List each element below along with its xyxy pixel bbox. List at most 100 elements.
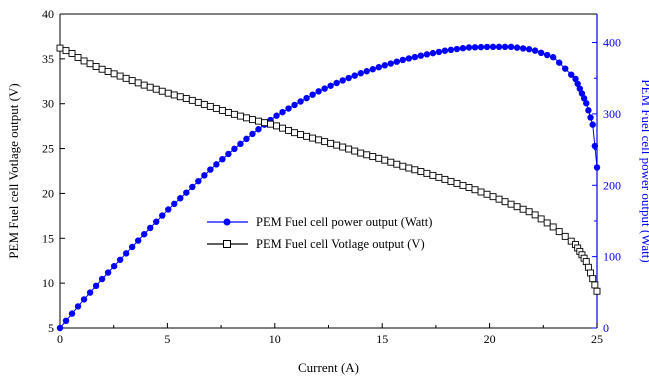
voltage-point [587, 269, 595, 277]
power-point [86, 289, 94, 296]
power-point [183, 189, 190, 196]
voltage-point [236, 112, 244, 120]
voltage-point [561, 232, 569, 240]
power-point [128, 243, 136, 251]
power-point [423, 51, 431, 58]
voltage-point [591, 281, 599, 289]
series-layer [56, 43, 601, 332]
power-point [568, 71, 575, 78]
power-point [315, 88, 322, 95]
voltage-point [128, 77, 136, 85]
power-point [116, 256, 124, 263]
voltage-point [321, 138, 329, 146]
power-point [576, 85, 584, 92]
voltage-point [56, 44, 64, 52]
power-point [213, 161, 220, 168]
power-point [363, 68, 370, 75]
y-left-tick-label: 25 [42, 142, 54, 156]
power-point [489, 43, 497, 51]
y-left-tick-label: 5 [48, 321, 54, 335]
voltage-point [489, 193, 497, 201]
power-point [291, 101, 298, 109]
voltage-point [531, 211, 539, 219]
voltage-point [339, 143, 347, 151]
power-point [593, 164, 601, 171]
y-left-tick-label: 10 [42, 276, 54, 290]
y-axis-right-title: PEM Fuel cell power output (Watt) [639, 79, 649, 262]
power-point [435, 48, 443, 56]
power-point [381, 62, 388, 69]
plot-frame [59, 13, 598, 329]
y-left-tick-label: 20 [42, 186, 54, 200]
power-point [339, 77, 346, 84]
voltage-point [363, 151, 371, 159]
voltage-point [261, 119, 268, 127]
y-axis-left: 5 10 15 20 25 30 35 40 [42, 7, 65, 335]
power-point [195, 177, 202, 185]
power-point [333, 79, 340, 87]
power-point [465, 44, 473, 51]
legend-label-voltage: PEM Fuel cell Votlage output (V) [256, 237, 425, 251]
x-tick-label: 0 [57, 332, 63, 346]
power-point [555, 59, 563, 66]
power-point [153, 218, 160, 225]
power-point [309, 91, 316, 98]
voltage-point [176, 93, 184, 101]
y-right-tick-label: 0 [603, 321, 609, 335]
voltage-point [315, 136, 323, 144]
voltage-point [273, 122, 280, 130]
voltage-point [170, 91, 178, 99]
power-point [537, 49, 545, 57]
voltage-point [495, 195, 503, 203]
power-point [141, 230, 148, 238]
power-point [357, 70, 364, 77]
power-point [591, 142, 599, 150]
power-point [189, 183, 196, 191]
voltage-point [182, 95, 190, 102]
y-axis-right: 0 100 200 300 400 [592, 36, 621, 335]
voltage-point [134, 79, 142, 87]
voltage-point [399, 162, 407, 170]
power-point [165, 206, 172, 213]
voltage-point [381, 156, 389, 164]
power-point [297, 98, 304, 105]
voltage-point [333, 141, 341, 149]
power-point [585, 107, 592, 114]
y-left-tick-label: 35 [42, 52, 54, 66]
power-point [68, 310, 76, 317]
voltage-point [110, 70, 118, 78]
voltage-point [68, 49, 76, 57]
voltage-point [188, 96, 196, 104]
voltage-point [345, 145, 353, 153]
voltage-point [98, 65, 106, 73]
power-point [92, 282, 100, 290]
power-point [405, 55, 413, 62]
voltage-point [459, 181, 467, 189]
power-point [572, 75, 579, 83]
voltage-point [369, 153, 377, 161]
x-tick-label: 25 [591, 332, 603, 346]
voltage-point [357, 149, 365, 157]
power-point [399, 56, 407, 64]
power-point [543, 51, 551, 59]
power-point [104, 269, 112, 276]
voltage-point [582, 258, 590, 266]
power-point [447, 46, 455, 54]
power-point [98, 275, 106, 283]
voltage-point [507, 200, 515, 208]
power-point [219, 155, 226, 163]
voltage-point [327, 139, 335, 147]
legend-marker-power [223, 218, 231, 226]
voltage-point [122, 74, 130, 82]
voltage-point [447, 177, 455, 185]
voltage-point [549, 223, 557, 231]
power-point [459, 45, 467, 52]
power-point [471, 44, 479, 51]
y-axis-left-title: PEM Fuel cell Votlage output (V) [6, 83, 21, 258]
voltage-point [519, 205, 527, 213]
y-right-tick-label: 400 [603, 36, 621, 50]
voltage-point [465, 184, 473, 191]
power-point [201, 172, 208, 179]
y-right-tick-label: 200 [603, 178, 621, 192]
x-axis: 0 5 10 15 20 25 [57, 323, 603, 346]
